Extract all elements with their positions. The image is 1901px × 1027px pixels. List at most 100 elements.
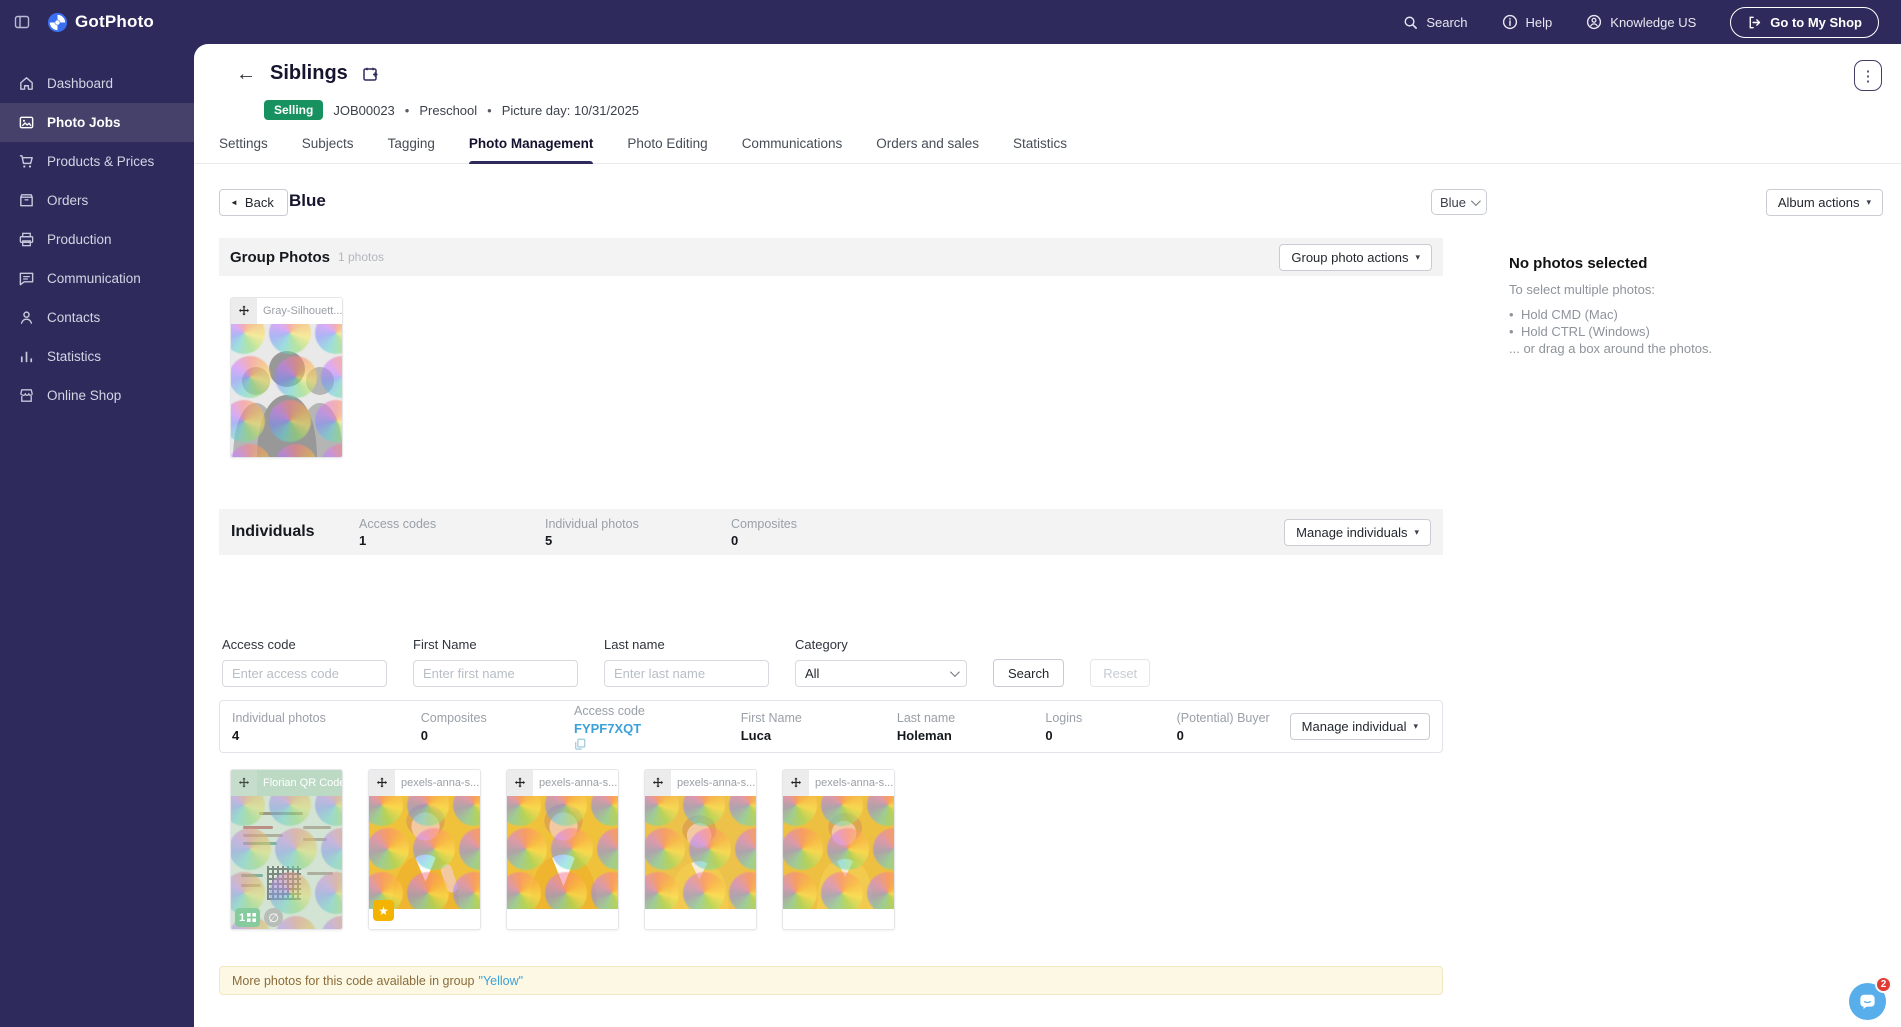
photo-card[interactable]: pexels-anna-s... [644, 769, 757, 930]
group-photos-count: 1 photos [338, 250, 385, 264]
photo-filename: pexels-anna-s... [815, 777, 894, 789]
col-last-name: Last name Holeman [896, 710, 956, 743]
sidebar-item-statistics[interactable]: Statistics [0, 337, 194, 376]
photo-icon [17, 114, 35, 132]
logo-text: GotPhoto [75, 12, 155, 31]
photo-card[interactable]: pexels-anna-s... [782, 769, 895, 930]
group-photos-title: Group Photos [230, 248, 330, 266]
back-triangle-icon: ◄ [230, 198, 238, 207]
col-first-name: First Name Luca [740, 710, 802, 743]
selection-hint: Hold CMD (Mac) [1509, 306, 1799, 323]
selection-title: No photos selected [1509, 255, 1648, 272]
selection-panel: No photos selected To select multiple ph… [1509, 255, 1799, 357]
chevron-down-icon [949, 667, 960, 678]
sidebar-item-dashboard[interactable]: Dashboard [0, 64, 194, 103]
col-composites: Composites 0 [420, 710, 487, 743]
manage-individuals-button[interactable]: Manage individuals ▾ [1284, 518, 1431, 546]
group-yellow-link[interactable]: "Yellow" [478, 973, 524, 988]
go-to-my-shop-button[interactable]: Go to My Shop [1730, 6, 1879, 38]
search-icon [1404, 16, 1418, 29]
stat-individual-photos: Individual photos 5 [545, 516, 639, 548]
job-id: JOB00023 [333, 102, 395, 118]
separator-dot: • [404, 102, 410, 118]
selection-hint: Hold CTRL (Windows) [1509, 323, 1799, 340]
photo-card-qr[interactable]: Florian QR Code 1 ∅ [230, 769, 343, 930]
job-type: Preschool [419, 102, 478, 118]
manage-individual-button[interactable]: Manage individual ▾ [1289, 713, 1430, 740]
photo-filename: pexels-anna-s... [677, 777, 756, 789]
tab-tagging[interactable]: Tagging [387, 136, 435, 151]
topbar-help[interactable]: Help [1502, 14, 1552, 30]
kebab-icon: ⋮ [1860, 67, 1876, 85]
album-actions-button[interactable]: Album actions ▾ [1765, 189, 1883, 216]
group-photo-card[interactable]: Gray-Silhouett... [230, 297, 343, 458]
stat-access-codes: Access codes 1 [359, 516, 437, 548]
move-handle-icon[interactable] [231, 298, 257, 324]
move-handle-icon[interactable] [231, 770, 257, 796]
move-handle-icon[interactable] [507, 770, 533, 796]
tab-orders-and-sales[interactable]: Orders and sales [876, 136, 980, 151]
back-arrow-icon[interactable]: ← [236, 62, 256, 85]
individuals-title: Individuals [231, 523, 315, 540]
topbar-account[interactable]: Knowledge US [1586, 14, 1696, 30]
category-field: Category All [795, 637, 967, 687]
status-badge: Selling [264, 100, 324, 120]
main-content: ← Siblings Selling JOB00023 • Preschool … [194, 44, 1901, 1027]
topbar-search[interactable]: Search [1403, 15, 1468, 30]
gotphoto-logo-icon [47, 12, 68, 32]
access-code-link[interactable]: FYPF7XQT [574, 720, 642, 736]
selection-subtitle: To select multiple photos: [1509, 282, 1655, 297]
caret-down-icon: ▾ [1415, 251, 1420, 262]
sidebar-item-orders[interactable]: Orders [0, 181, 194, 220]
group-photos-bar: Group Photos 1 photos Group photo action… [219, 238, 1443, 276]
last-name-input[interactable] [604, 660, 769, 687]
tab-statistics[interactable]: Statistics [1013, 136, 1068, 151]
album-select[interactable]: Blue [1431, 189, 1487, 215]
page-title: Siblings [270, 62, 348, 84]
individual-result-row: Individual photos 4 Composites 0 Access … [219, 700, 1443, 753]
group-photo-actions-button[interactable]: Group photo actions ▾ [1279, 243, 1432, 271]
calendar-plus-icon[interactable] [362, 66, 378, 82]
sidebar-toggle-icon[interactable] [12, 12, 32, 32]
selection-footer: ... or drag a box around the photos. [1509, 341, 1713, 356]
tab-photo-management[interactable]: Photo Management [468, 128, 593, 164]
photo-card[interactable]: pexels-anna-s... [506, 769, 619, 930]
sidebar-item-products-prices[interactable]: Products & Prices [0, 142, 194, 181]
move-handle-icon[interactable] [645, 770, 671, 796]
copy-icon[interactable] [574, 738, 741, 750]
sidebar-item-communication[interactable]: Communication [0, 259, 194, 298]
category-select[interactable]: All [795, 660, 967, 687]
picture-day: Picture day: 10/31/2025 [501, 102, 640, 118]
tab-settings[interactable]: Settings [219, 136, 268, 151]
chevron-down-icon [1470, 195, 1481, 206]
chat-icon [17, 270, 35, 288]
orders-box-icon [17, 192, 35, 210]
back-button[interactable]: ◄ Back [219, 189, 288, 216]
printer-icon [17, 231, 35, 249]
tab-photo-editing[interactable]: Photo Editing [627, 136, 708, 151]
caret-down-icon: ▾ [1414, 526, 1419, 537]
move-handle-icon[interactable] [783, 770, 809, 796]
photo-card[interactable]: pexels-anna-s... ★ [368, 769, 481, 930]
photo-filename: pexels-anna-s... [401, 777, 480, 789]
gotphoto-logo[interactable]: GotPhoto [46, 11, 154, 34]
search-button[interactable]: Search [993, 659, 1065, 687]
tab-communications[interactable]: Communications [741, 136, 843, 151]
move-handle-icon[interactable] [369, 770, 395, 796]
more-actions-button[interactable]: ⋮ [1854, 60, 1882, 91]
sidebar-item-online-shop[interactable]: Online Shop [0, 376, 194, 415]
first-name-input[interactable] [413, 660, 578, 687]
access-code-input[interactable] [222, 660, 387, 687]
reset-button[interactable]: Reset [1090, 659, 1151, 687]
sidebar-item-photo-jobs[interactable]: Photo Jobs [0, 103, 194, 142]
tab-subjects[interactable]: Subjects [301, 136, 354, 151]
exit-arrow-icon [1749, 16, 1761, 28]
help-icon [1502, 14, 1517, 30]
chat-launcher[interactable]: 2 [1849, 976, 1892, 1020]
sidebar-item-production[interactable]: Production [0, 220, 194, 259]
col-access-code: Access code FYPF7XQT [574, 704, 741, 750]
cart-icon [17, 153, 35, 171]
photo-filename: Florian QR Code [263, 777, 342, 789]
sidebar-item-contacts[interactable]: Contacts [0, 298, 194, 337]
stat-composites: Composites 0 [731, 516, 797, 548]
